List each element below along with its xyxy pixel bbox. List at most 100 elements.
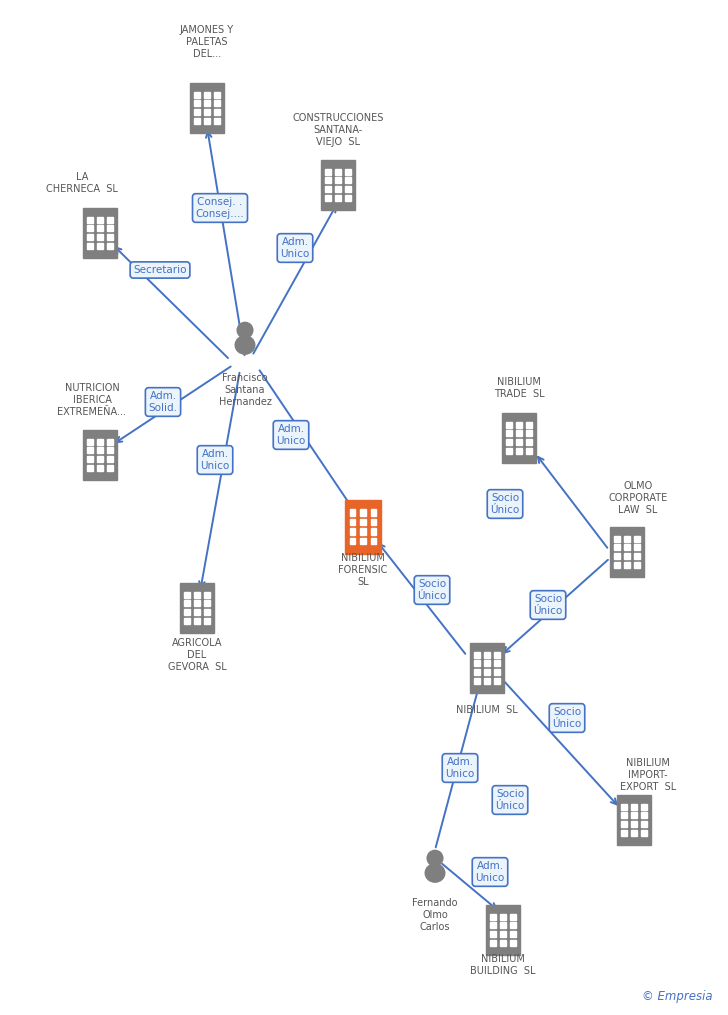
FancyBboxPatch shape (205, 100, 210, 107)
FancyBboxPatch shape (107, 465, 113, 471)
Text: Francisco
Santana
Hernandez: Francisco Santana Hernandez (218, 374, 272, 407)
FancyBboxPatch shape (336, 186, 341, 192)
FancyBboxPatch shape (475, 652, 480, 658)
FancyBboxPatch shape (491, 914, 496, 920)
Text: AGRICOLA
DEL
GEVORA  SL: AGRICOLA DEL GEVORA SL (167, 638, 226, 672)
FancyBboxPatch shape (625, 561, 630, 567)
Text: NIBILIUM
TRADE  SL: NIBILIUM TRADE SL (494, 378, 545, 399)
Text: Adm.
Unico: Adm. Unico (200, 449, 229, 471)
Text: Adm.
Unico: Adm. Unico (280, 236, 309, 259)
Text: NIBILIUM
IMPORT-
EXPORT  SL: NIBILIUM IMPORT- EXPORT SL (620, 758, 676, 792)
FancyBboxPatch shape (641, 812, 646, 818)
FancyBboxPatch shape (510, 931, 515, 937)
FancyBboxPatch shape (634, 544, 640, 550)
FancyBboxPatch shape (507, 421, 512, 427)
FancyBboxPatch shape (321, 160, 355, 210)
FancyBboxPatch shape (510, 923, 515, 929)
Text: NIBILIUM
BUILDING  SL: NIBILIUM BUILDING SL (470, 954, 536, 975)
FancyBboxPatch shape (494, 652, 499, 658)
FancyBboxPatch shape (516, 421, 522, 427)
FancyBboxPatch shape (204, 609, 210, 615)
Text: Fernando
Olmo
Carlos: Fernando Olmo Carlos (412, 898, 458, 932)
FancyBboxPatch shape (194, 609, 199, 615)
FancyBboxPatch shape (625, 544, 630, 550)
FancyBboxPatch shape (360, 528, 366, 535)
FancyBboxPatch shape (107, 216, 113, 222)
FancyBboxPatch shape (516, 430, 522, 436)
FancyBboxPatch shape (510, 940, 515, 946)
Text: Socio
Único: Socio Único (534, 594, 563, 616)
FancyBboxPatch shape (345, 186, 351, 192)
FancyBboxPatch shape (475, 661, 480, 667)
FancyBboxPatch shape (214, 109, 220, 115)
FancyBboxPatch shape (641, 804, 646, 810)
FancyBboxPatch shape (491, 931, 496, 937)
FancyBboxPatch shape (83, 208, 117, 258)
FancyBboxPatch shape (194, 601, 199, 606)
FancyBboxPatch shape (349, 528, 355, 535)
FancyBboxPatch shape (345, 195, 351, 201)
FancyBboxPatch shape (107, 448, 113, 454)
FancyBboxPatch shape (500, 923, 506, 929)
FancyBboxPatch shape (184, 592, 190, 598)
FancyBboxPatch shape (634, 536, 640, 542)
FancyBboxPatch shape (516, 448, 522, 454)
FancyBboxPatch shape (625, 536, 630, 542)
FancyBboxPatch shape (325, 186, 331, 192)
FancyBboxPatch shape (107, 243, 113, 249)
FancyBboxPatch shape (526, 421, 531, 427)
FancyBboxPatch shape (184, 618, 190, 624)
FancyBboxPatch shape (205, 91, 210, 97)
FancyBboxPatch shape (325, 195, 331, 201)
FancyBboxPatch shape (87, 448, 93, 454)
FancyBboxPatch shape (507, 430, 512, 436)
FancyBboxPatch shape (345, 500, 381, 554)
FancyBboxPatch shape (194, 118, 200, 124)
Text: NIBILIUM
FORENSIC
SL: NIBILIUM FORENSIC SL (339, 553, 388, 587)
FancyBboxPatch shape (325, 178, 331, 184)
FancyBboxPatch shape (98, 225, 103, 231)
FancyBboxPatch shape (98, 456, 103, 462)
FancyBboxPatch shape (194, 109, 200, 115)
FancyBboxPatch shape (194, 592, 199, 598)
FancyBboxPatch shape (634, 553, 640, 559)
FancyBboxPatch shape (622, 812, 627, 818)
FancyBboxPatch shape (214, 118, 220, 124)
FancyBboxPatch shape (507, 448, 512, 454)
Text: Socio
Único: Socio Único (553, 706, 582, 729)
FancyBboxPatch shape (484, 652, 490, 658)
FancyBboxPatch shape (625, 553, 630, 559)
FancyBboxPatch shape (98, 234, 103, 241)
FancyBboxPatch shape (510, 914, 515, 920)
FancyBboxPatch shape (641, 821, 646, 827)
Text: Socio
Único: Socio Único (495, 789, 525, 811)
FancyBboxPatch shape (98, 438, 103, 445)
FancyBboxPatch shape (345, 168, 351, 175)
FancyBboxPatch shape (107, 234, 113, 241)
FancyBboxPatch shape (526, 430, 531, 436)
FancyBboxPatch shape (184, 601, 190, 606)
FancyBboxPatch shape (470, 642, 504, 693)
FancyBboxPatch shape (631, 830, 637, 835)
Ellipse shape (235, 336, 255, 354)
FancyBboxPatch shape (194, 100, 200, 107)
Ellipse shape (425, 864, 445, 882)
FancyBboxPatch shape (634, 561, 640, 567)
FancyBboxPatch shape (98, 243, 103, 249)
FancyBboxPatch shape (204, 601, 210, 606)
FancyBboxPatch shape (336, 168, 341, 175)
FancyBboxPatch shape (371, 510, 376, 516)
FancyBboxPatch shape (214, 100, 220, 107)
FancyBboxPatch shape (371, 538, 376, 544)
Text: Adm.
Unico: Adm. Unico (475, 861, 505, 883)
Circle shape (427, 851, 443, 866)
FancyBboxPatch shape (349, 519, 355, 526)
Text: Consej. .
Consej....: Consej. . Consej.... (196, 197, 245, 219)
FancyBboxPatch shape (180, 583, 214, 633)
FancyBboxPatch shape (98, 216, 103, 222)
FancyBboxPatch shape (107, 456, 113, 462)
FancyBboxPatch shape (622, 830, 627, 835)
Circle shape (237, 323, 253, 338)
FancyBboxPatch shape (204, 592, 210, 598)
FancyBboxPatch shape (610, 527, 644, 577)
